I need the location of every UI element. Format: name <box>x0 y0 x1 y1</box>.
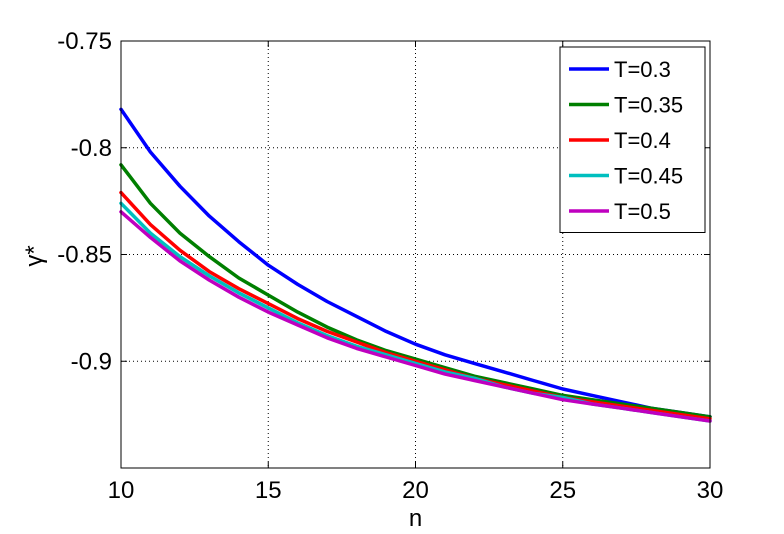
legend: T=0.3 T=0.35 T=0.4 T=0.45 T=0.5 <box>559 46 706 233</box>
x-tick-label: 15 <box>255 477 282 504</box>
series-line-5 <box>119 210 712 423</box>
series-line-3 <box>119 190 712 421</box>
y-tick-label: -0.8 <box>71 135 112 162</box>
series-line-2 <box>119 163 712 419</box>
series-line-1 <box>119 107 712 419</box>
y-axis-label: γ* <box>21 245 48 266</box>
legend-label-1: T=0.3 <box>614 57 671 82</box>
legend-label-3: T=0.4 <box>614 128 671 153</box>
legend-label-5: T=0.5 <box>614 199 671 224</box>
legend-label-2: T=0.35 <box>614 93 683 118</box>
x-tick-label: 30 <box>697 477 724 504</box>
y-tick-label: -0.75 <box>57 28 112 55</box>
axis-ticks: 10 15 20 25 30 -0.9 -0.85 -0.8 -0.75 <box>57 28 723 504</box>
x-tick-label: 10 <box>108 477 135 504</box>
y-tick-label: -0.85 <box>57 242 112 269</box>
x-tick-label: 25 <box>549 477 576 504</box>
y-tick-label: -0.9 <box>71 348 112 375</box>
legend-label-4: T=0.45 <box>614 164 683 189</box>
series-lines <box>119 107 712 423</box>
x-axis-label: n <box>409 505 422 532</box>
x-tick-label: 20 <box>402 477 429 504</box>
